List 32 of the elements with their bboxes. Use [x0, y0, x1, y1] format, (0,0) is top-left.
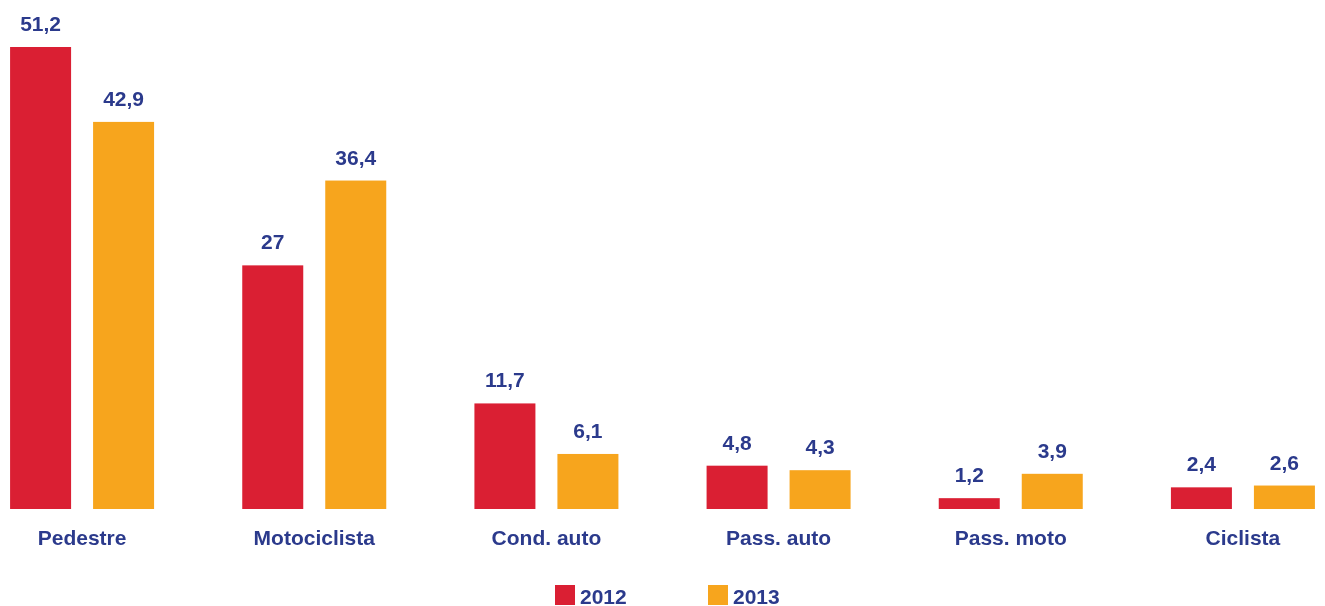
bar	[93, 121, 155, 509]
bar	[557, 453, 619, 509]
bar	[1253, 485, 1315, 509]
x-tick-label: Pedestre	[37, 526, 127, 549]
bar	[1021, 473, 1083, 509]
bar	[242, 265, 304, 509]
bar	[474, 403, 536, 509]
x-tick-label: Cond. auto	[491, 526, 602, 549]
data-label: 4,3	[805, 435, 835, 459]
data-label: 3,9	[1037, 438, 1067, 462]
bar	[325, 180, 387, 509]
x-tick-label: Pass. auto	[726, 526, 832, 549]
data-label: 36,4	[335, 145, 377, 169]
x-tick-label: Motociclista	[253, 526, 376, 549]
data-label: 11,7	[485, 368, 525, 392]
data-label: 1,2	[954, 463, 984, 487]
bar	[938, 498, 1000, 509]
data-label: 6,1	[573, 418, 603, 442]
legend-label: 2013	[733, 585, 780, 606]
data-label: 2,6	[1269, 450, 1300, 474]
legend-label: 2012	[580, 585, 627, 606]
bar	[1170, 487, 1232, 509]
data-label: 2,4	[1186, 452, 1217, 476]
data-label: 4,8	[722, 430, 752, 454]
data-label: 51,2	[20, 12, 62, 35]
x-tick-label: Ciclista	[1205, 526, 1281, 549]
data-label: 42,9	[103, 86, 145, 110]
bar	[789, 470, 851, 509]
bar	[706, 465, 768, 509]
bar	[10, 47, 72, 509]
data-label: 27	[261, 230, 285, 254]
x-tick-label: Pass. moto	[954, 526, 1067, 549]
